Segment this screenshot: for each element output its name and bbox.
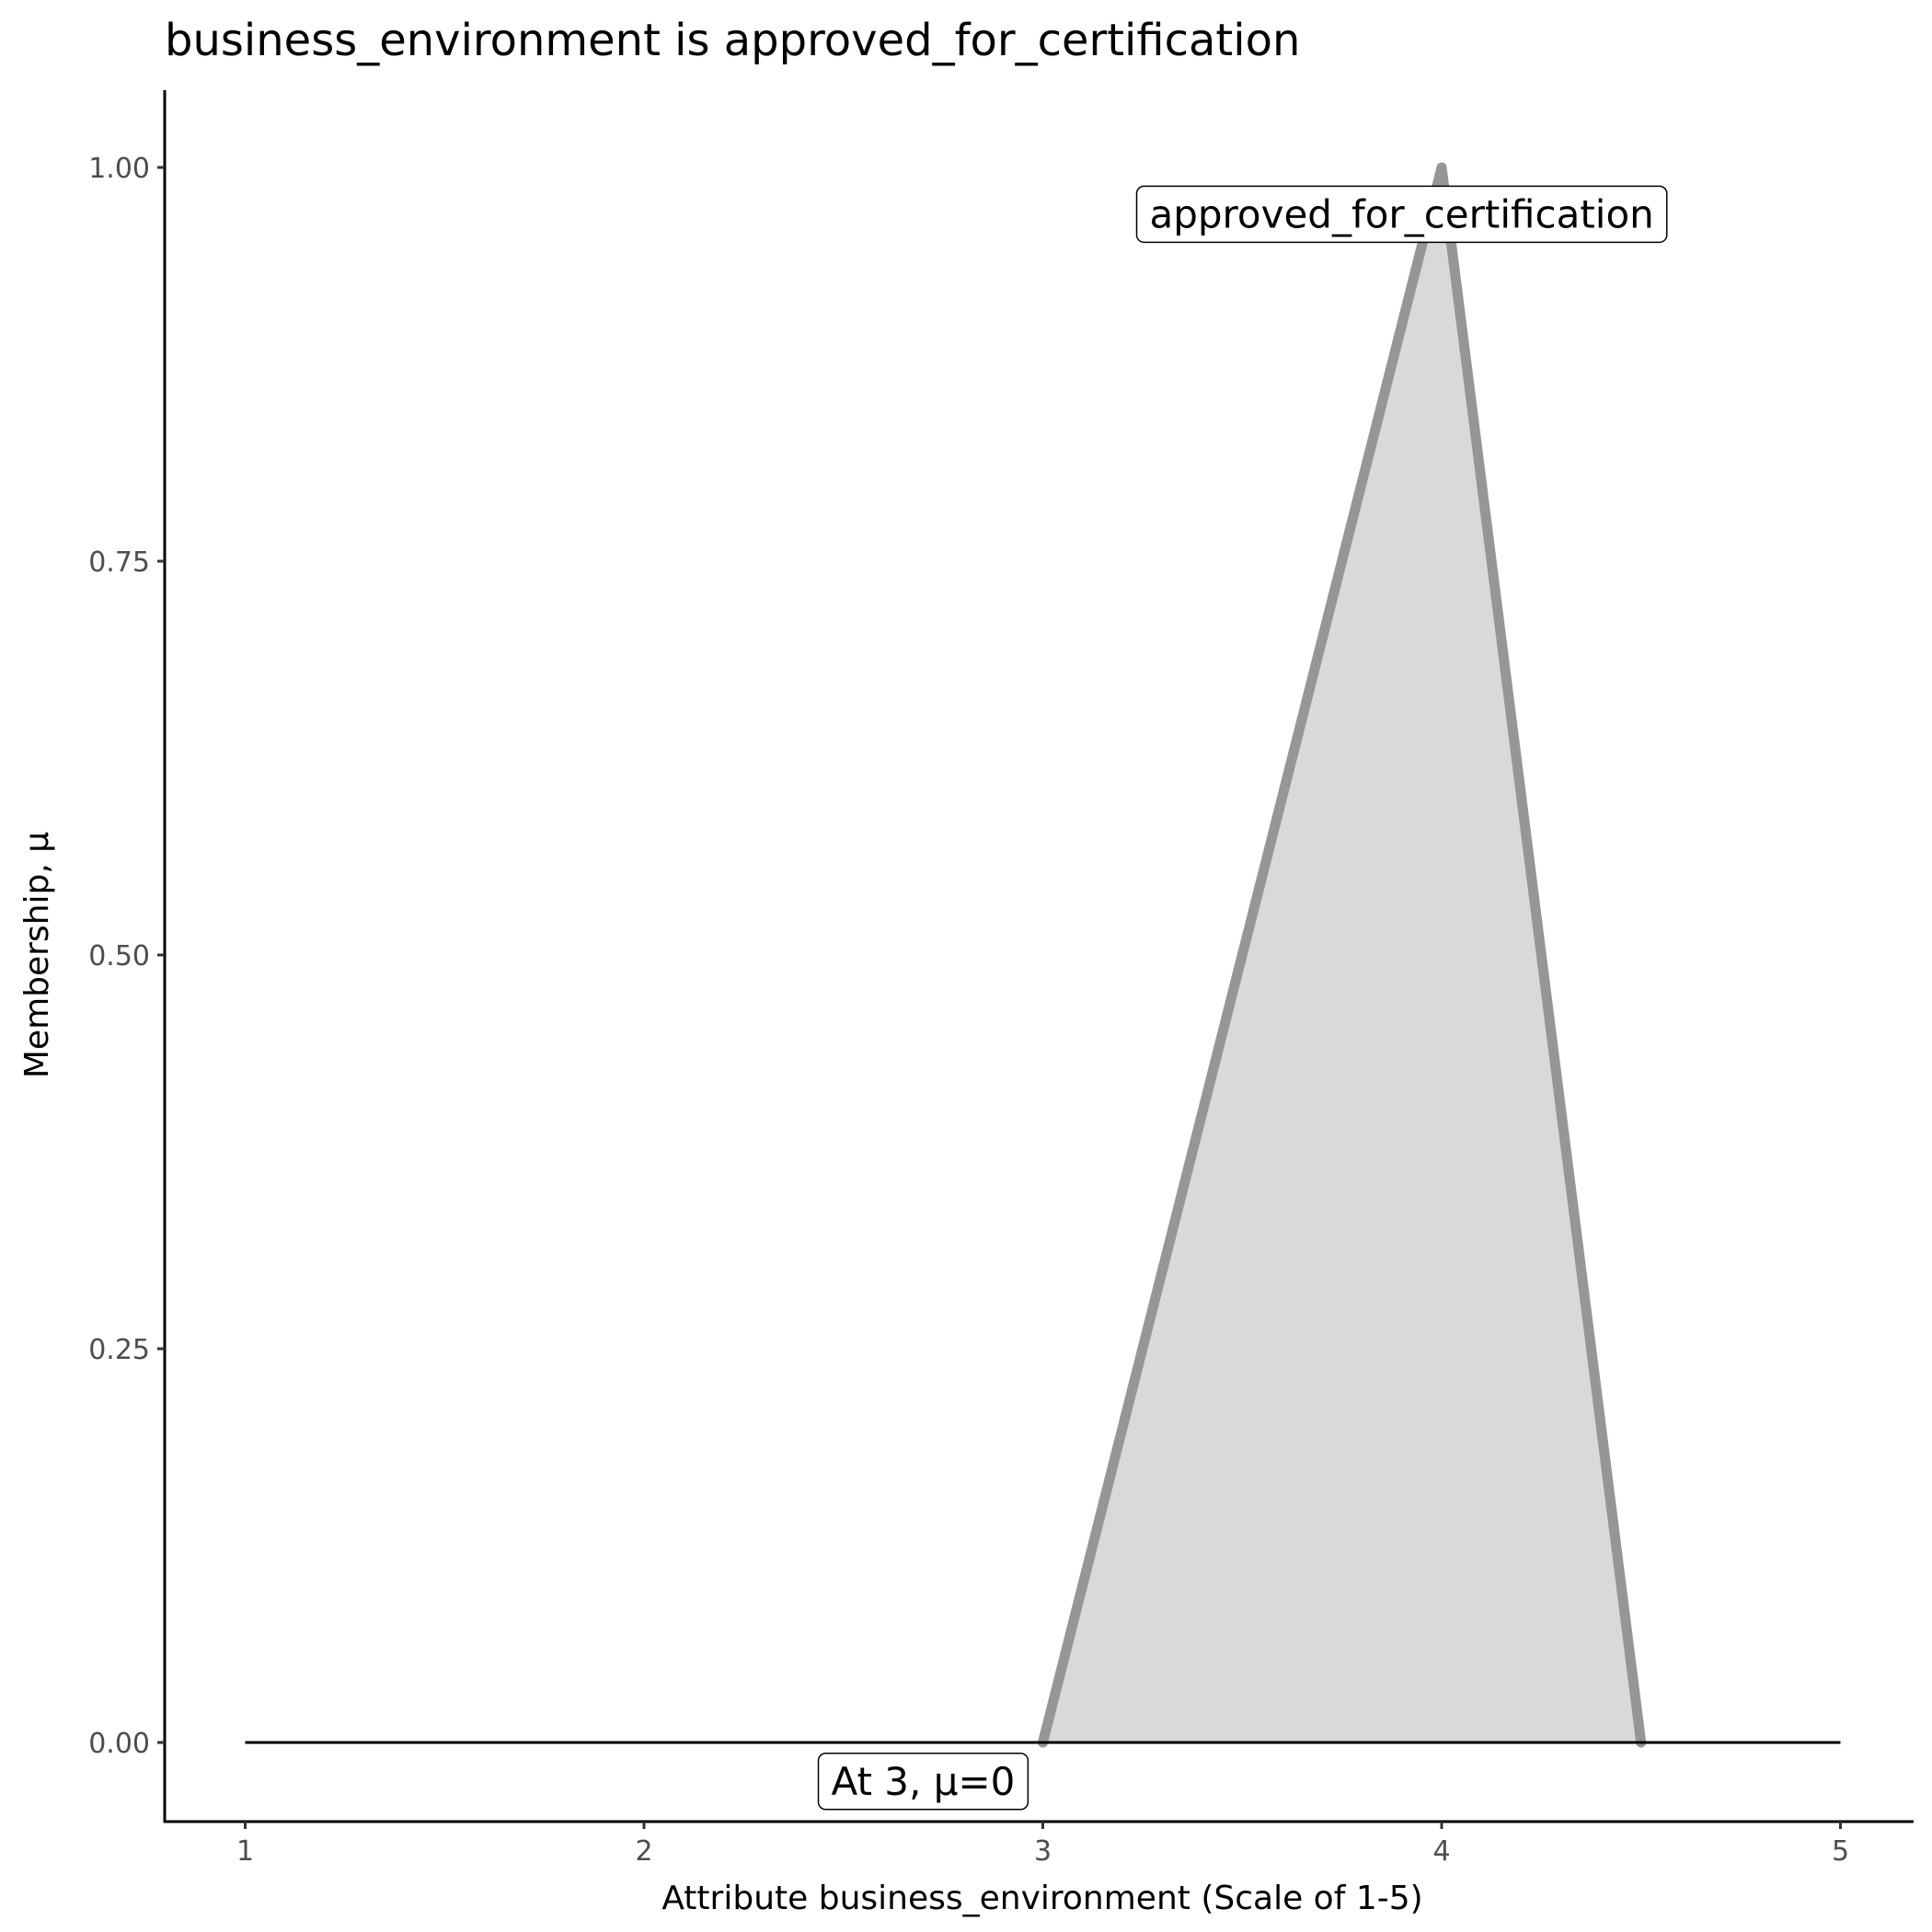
y-axis-title: Membership, μ xyxy=(18,832,56,1078)
annotation-box xyxy=(1135,185,1668,244)
y-tick-label: 0.50 xyxy=(88,940,150,972)
membership-fill xyxy=(1042,167,1641,1742)
annotation-label: approved_for_certification xyxy=(1135,185,1668,244)
y-ticks: 0.00 0.25 0.50 0.75 1.00 xyxy=(88,153,165,1760)
x-tick-label: 1 xyxy=(236,1835,254,1868)
chart-title: business_environment is approved_for_cer… xyxy=(165,15,1300,66)
x-ticks: 1 2 3 4 5 xyxy=(236,1822,1849,1868)
annotation-text: At 3, μ=0 xyxy=(832,1759,1016,1804)
x-tick-label: 5 xyxy=(1832,1835,1849,1868)
annotation-text: approved_for_certification xyxy=(1150,191,1654,236)
membership-line xyxy=(1038,162,1647,1748)
y-tick-label: 0.75 xyxy=(88,546,150,579)
y-tick-label: 0.25 xyxy=(88,1334,150,1366)
x-tick-label: 4 xyxy=(1432,1835,1450,1868)
annotations: approved_for_certification At 3, μ=0 xyxy=(817,185,1668,1811)
x-tick-label: 3 xyxy=(1034,1835,1052,1868)
plot-area xyxy=(245,162,1841,1748)
x-axis-title: Attribute business_environment (Scale of… xyxy=(661,1880,1422,1917)
annotation-label: At 3, μ=0 xyxy=(817,1753,1029,1811)
annotation-box xyxy=(817,1753,1029,1811)
y-tick-label: 1.00 xyxy=(88,153,150,185)
x-tick-label: 2 xyxy=(635,1835,652,1868)
y-tick-label: 0.00 xyxy=(88,1728,150,1760)
